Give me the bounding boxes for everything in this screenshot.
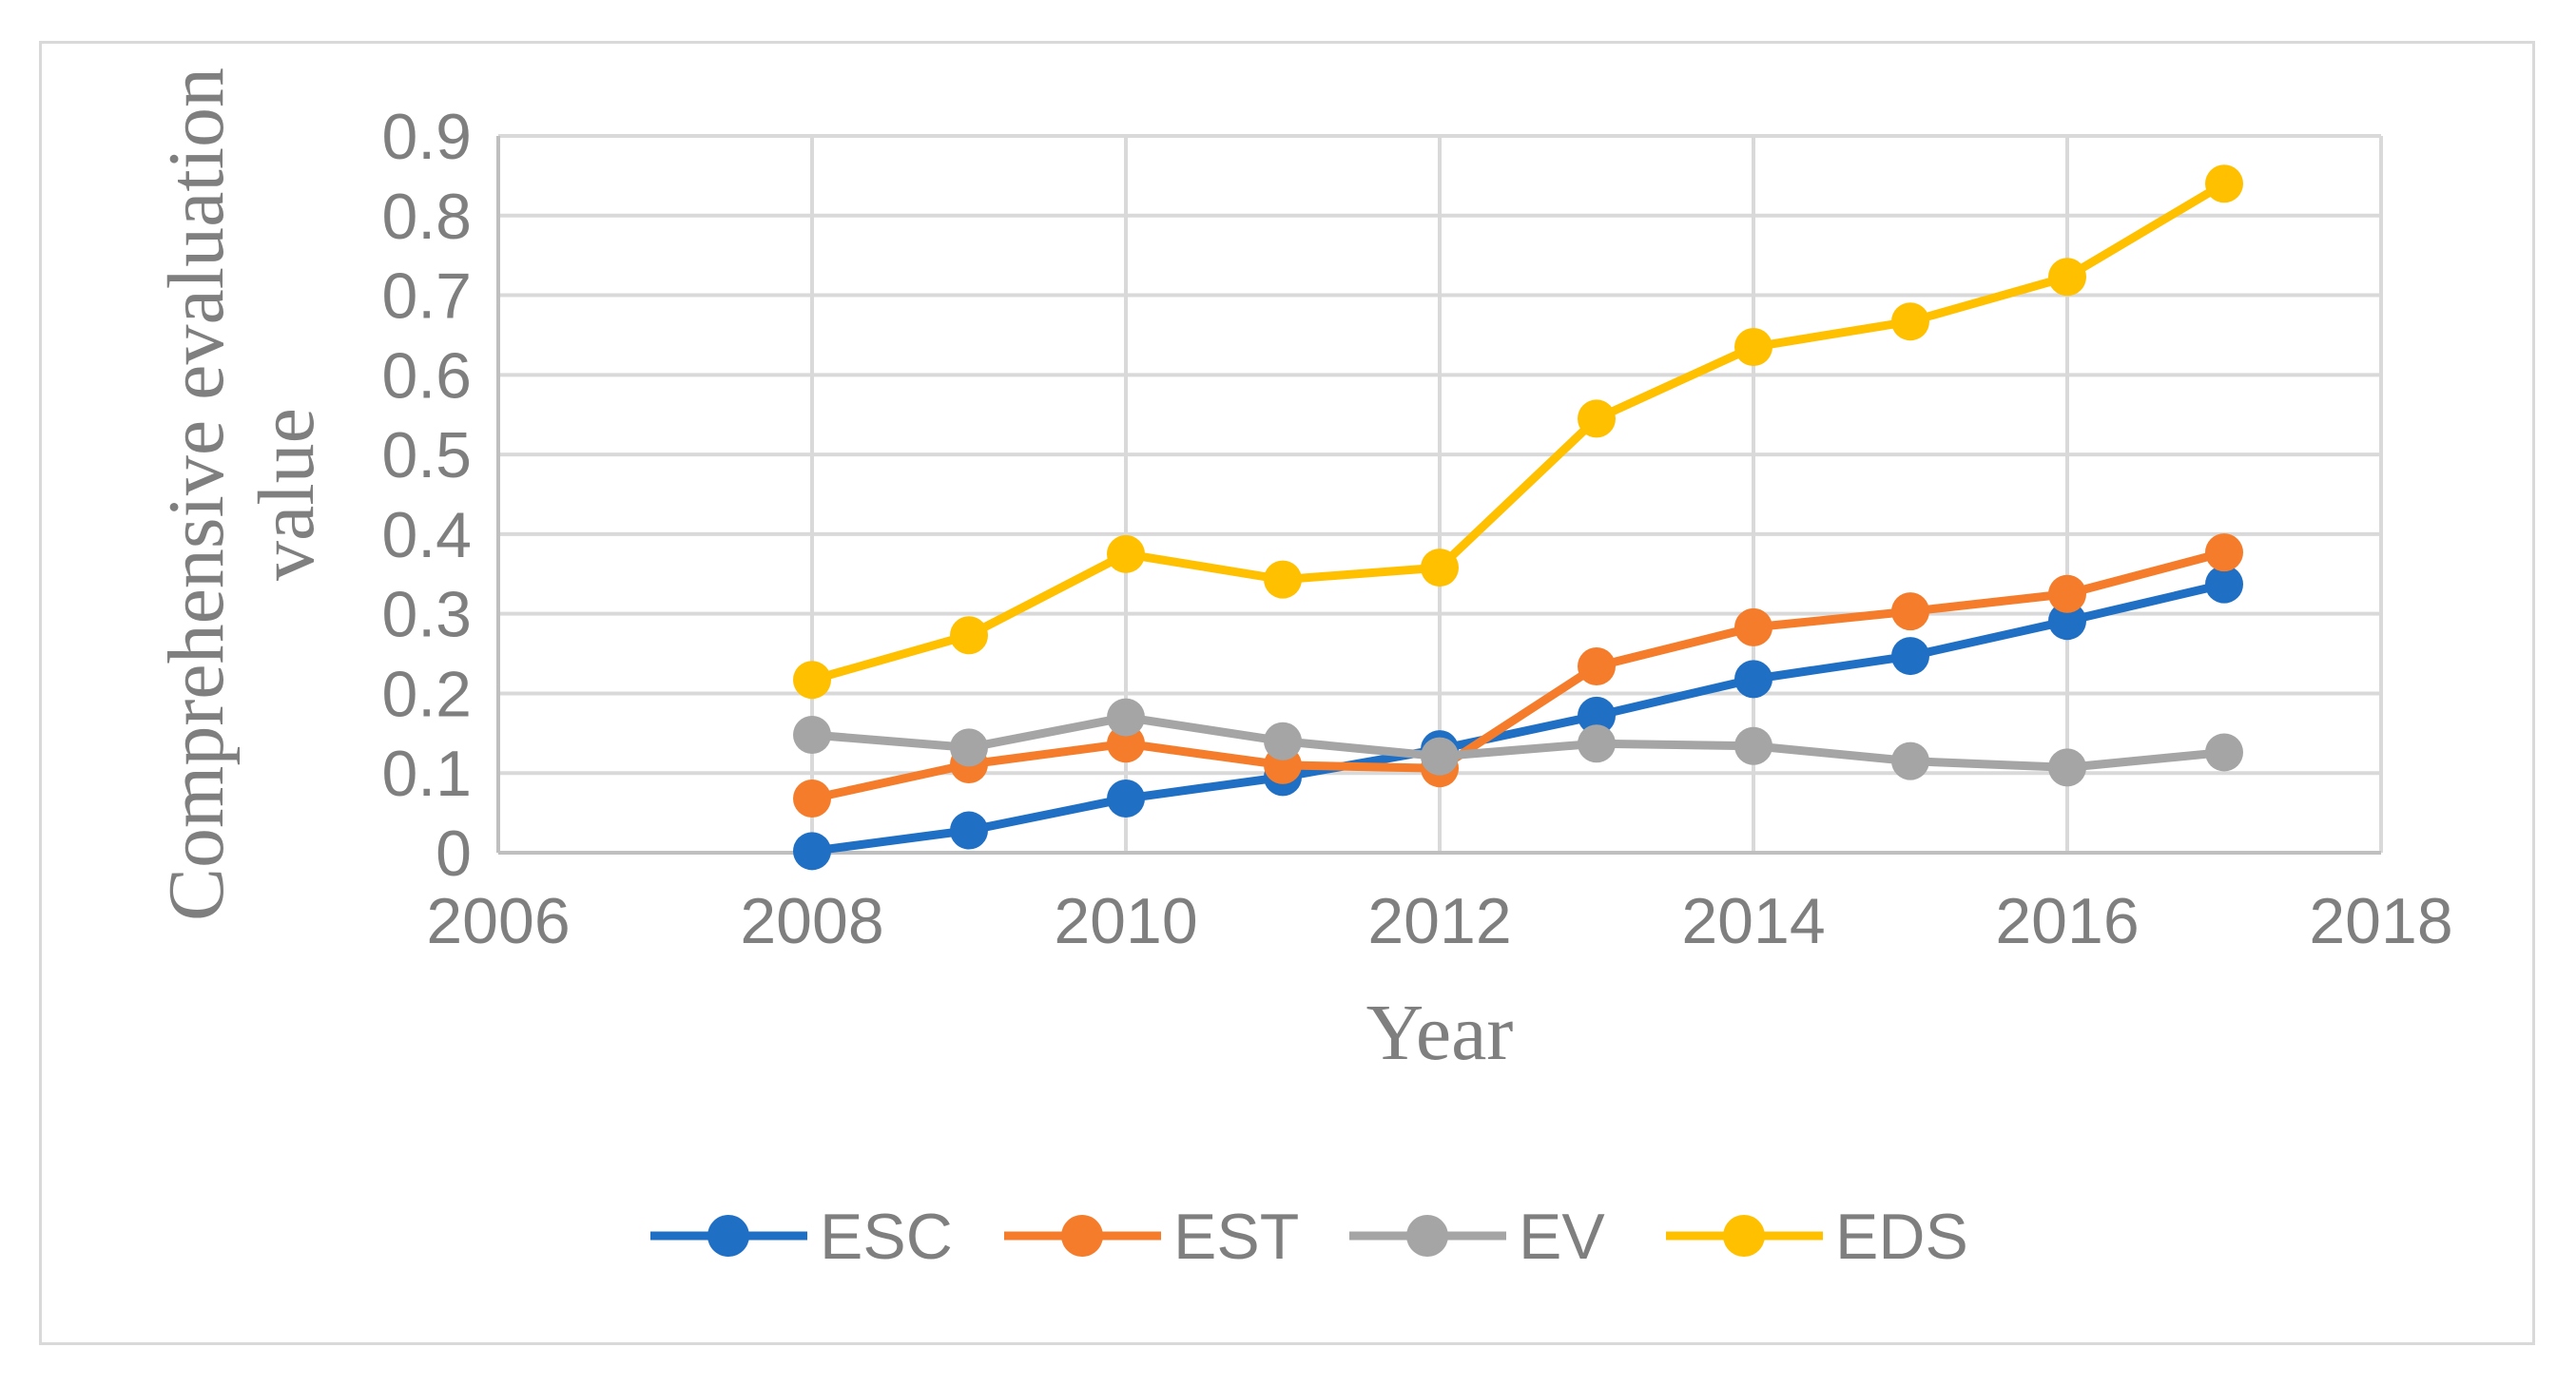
- series-line-est: [807, 548, 2229, 803]
- data-point-eds: [2205, 164, 2243, 203]
- data-point-eds: [1264, 560, 1302, 599]
- x-tick-label: 2012: [1367, 885, 1511, 957]
- y-tick-label: 0: [436, 818, 472, 890]
- series-ev: [793, 698, 2243, 787]
- data-point-est: [2205, 533, 2243, 572]
- y-tick-label: 0.4: [381, 499, 472, 571]
- data-point-ev: [1891, 741, 1929, 780]
- data-point-ev: [2048, 748, 2086, 787]
- data-point-ev: [1421, 737, 1459, 776]
- data-point-esc: [950, 811, 988, 850]
- data-point-est: [1578, 646, 1616, 685]
- y-tick-label: 0.7: [381, 260, 472, 333]
- y-axis-title-line-2: value: [242, 408, 331, 581]
- data-point-eds: [2048, 258, 2086, 297]
- data-point-est: [1107, 724, 1145, 763]
- legend-swatch-marker: [1406, 1215, 1448, 1257]
- data-point-esc: [1578, 696, 1616, 735]
- series-line-esc: [807, 580, 2229, 856]
- legend-swatch-marker: [1061, 1215, 1103, 1257]
- y-tick-label: 0.8: [381, 181, 472, 253]
- data-point-est: [2048, 574, 2086, 613]
- x-axis-title: Year: [1366, 989, 1514, 1077]
- y-tick-label: 0.6: [381, 339, 472, 412]
- data-point-eds: [950, 616, 988, 655]
- y-tick-label: 0.3: [381, 579, 472, 651]
- data-point-eds: [1891, 302, 1929, 341]
- data-point-est: [793, 780, 831, 818]
- data-point-esc: [1107, 780, 1145, 818]
- data-point-eds: [1734, 328, 1772, 367]
- tick-labels: 0 0.1 0.20.3 0.4 0.50.60.70.8 0.9 2006 2008 2010…: [381, 101, 2452, 957]
- data-point-esc: [1891, 637, 1929, 676]
- line-chart: 0 0.1 0.20.3 0.4 0.50.60.70.8 0.9 2006 2008 2010…: [152, 67, 2453, 1273]
- data-point-est: [1891, 592, 1929, 631]
- x-tick-label: 2016: [1995, 885, 2139, 957]
- x-tick-label: 2018: [2309, 885, 2452, 957]
- series-line-ev: [807, 713, 2229, 772]
- x-tick-label: 2014: [1681, 885, 1825, 957]
- gridlines: [498, 134, 2383, 853]
- legend-swatch-marker: [1723, 1215, 1765, 1257]
- data-point-ev: [1264, 722, 1302, 760]
- x-tick-label: 2010: [1054, 885, 1197, 957]
- y-tick-label: 0.2: [381, 658, 472, 730]
- legend-label: EDS: [1835, 1201, 1968, 1273]
- data-point-ev: [793, 716, 831, 755]
- data-point-ev: [1734, 726, 1772, 765]
- x-tick-label: 2008: [740, 885, 883, 957]
- legend-label: ESC: [820, 1201, 953, 1273]
- x-tick-label: 2006: [426, 885, 570, 957]
- series-lines: [793, 164, 2243, 871]
- data-point-ev: [1578, 724, 1616, 763]
- legend-item-est: EST: [1004, 1201, 1299, 1273]
- y-axis-title: Comprehensive evaluation value: [152, 67, 331, 921]
- data-point-esc: [1734, 660, 1772, 699]
- data-point-ev: [1107, 698, 1145, 737]
- legend-swatch-marker: [707, 1215, 749, 1257]
- y-tick-label: 0.5: [381, 419, 472, 491]
- data-point-esc: [2048, 602, 2086, 641]
- legend-item-ev: EV: [1349, 1201, 1605, 1273]
- data-point-eds: [1578, 399, 1616, 438]
- y-tick-label: 0.9: [381, 101, 472, 173]
- data-point-eds: [1421, 549, 1459, 587]
- data-point-est: [1734, 607, 1772, 646]
- data-point-esc: [793, 832, 831, 871]
- series-line-eds: [807, 179, 2229, 684]
- y-axis-title-line-1: Comprehensive evaluation: [152, 67, 241, 921]
- legend-label: EV: [1519, 1201, 1605, 1273]
- legend-item-esc: ESC: [650, 1201, 953, 1273]
- data-point-esc: [2205, 565, 2243, 604]
- legend-item-eds: EDS: [1666, 1201, 1968, 1273]
- chart-frame: 0 0.1 0.2 0.3 0.4 0.5 0.6 0.7 0.8 0.9 2006 2008 2010…: [39, 41, 2535, 1345]
- legend: ESC EST EV EDS: [650, 1201, 1968, 1273]
- series-eds: [793, 164, 2243, 700]
- data-point-eds: [1107, 534, 1145, 573]
- data-point-eds: [793, 661, 831, 700]
- data-point-ev: [950, 728, 988, 767]
- data-point-ev: [2205, 733, 2243, 772]
- legend-label: EST: [1173, 1201, 1299, 1273]
- y-tick-label: 0.1: [381, 738, 472, 810]
